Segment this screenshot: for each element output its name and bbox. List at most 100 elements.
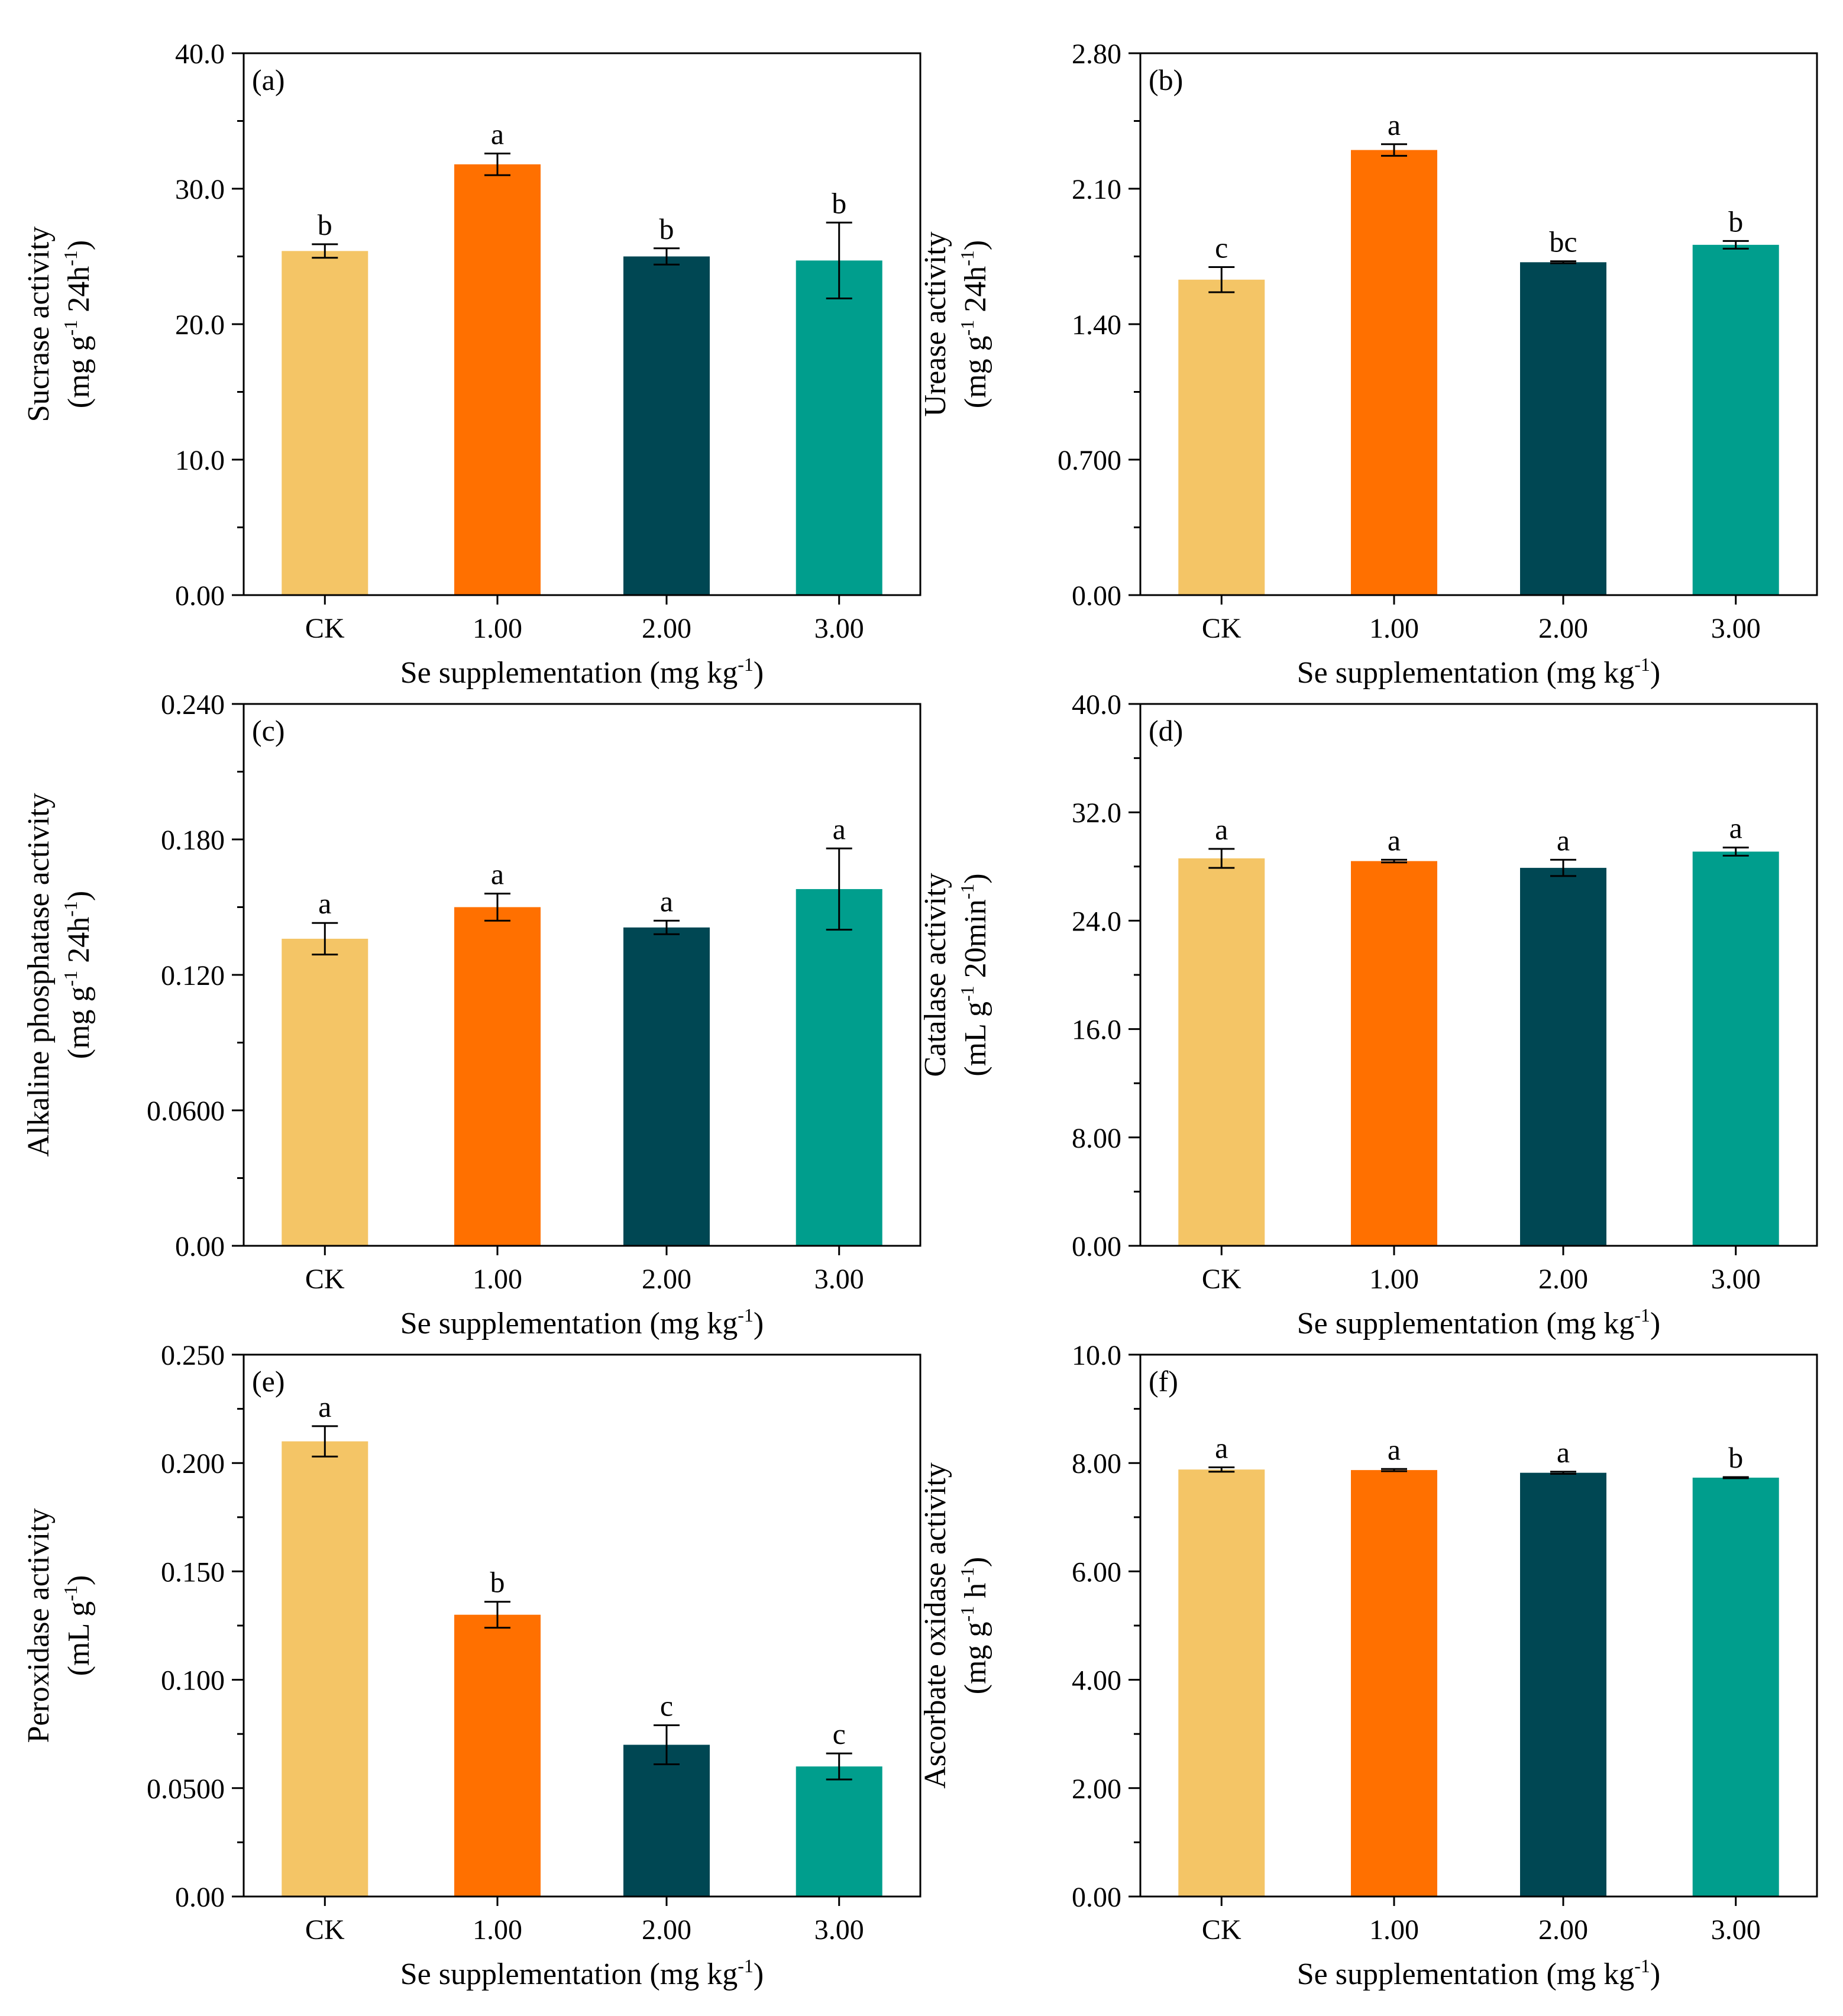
bar [1520, 1472, 1606, 1897]
significance-label: a [318, 887, 331, 920]
y-axis-unit-superscript: -1 [956, 1606, 978, 1622]
chart-panel-4: a CK a 1.00 a 2.00 a 3.00 0.00 8.00 16.0 24.0 32.0 40… [919, 689, 1818, 1340]
panel-label: (c) [252, 714, 285, 747]
y-tick-label: 24.0 [1072, 906, 1121, 937]
significance-label: bc [1549, 225, 1577, 259]
chart-panel-3: a CK a 1.00 a 2.00 a 3.00 0.00 0.0600 0.120 0.180 0.… [22, 689, 922, 1340]
y-tick-label: 10.0 [175, 445, 225, 476]
x-axis-title-text: ) [1650, 1957, 1660, 1991]
bar [796, 1766, 882, 1897]
y-tick-label: 0.00 [1072, 1231, 1121, 1262]
error-bar [1550, 858, 1576, 877]
y-axis-unit-text: 24h [959, 266, 992, 320]
significance-label: a [1557, 1436, 1570, 1469]
x-axis-title-superscript: -1 [1634, 654, 1650, 675]
y-tick-label: 8.00 [1072, 1123, 1121, 1154]
significance-label: b [659, 212, 674, 245]
y-tick-label: 0.0600 [147, 1096, 225, 1127]
significance-label: c [660, 1689, 673, 1723]
y-axis-unit-superscript: -1 [956, 320, 978, 336]
y-tick-label: 0.700 [1058, 445, 1121, 476]
y-axis-title: Peroxidase activity [22, 1508, 56, 1743]
y-axis-unit-superscript: -1 [60, 901, 81, 917]
error-bar [484, 152, 510, 176]
x-tick-label: 3.00 [1711, 1264, 1761, 1295]
y-axis-unit-text: (mg g [959, 335, 992, 408]
x-tick-label: 1.00 [1369, 1914, 1419, 1946]
bar [1178, 1469, 1265, 1897]
y-tick-label: 16.0 [1072, 1015, 1121, 1046]
y-axis-title: Alkaline phosphatase activity [22, 793, 56, 1156]
error-bar [312, 243, 338, 259]
x-axis-title-text: ) [754, 656, 764, 690]
y-tick-label: 0.00 [1072, 1882, 1121, 1913]
y-tick-label: 40.0 [175, 38, 225, 70]
y-axis-unit-superscript: -1 [956, 250, 978, 266]
chart-panel-2: c CK a 1.00 bc 2.00 b 3.00 0.00 0.700 1.40 2.10 2.80… [919, 38, 1818, 690]
y-axis-unit-superscript: -1 [60, 971, 81, 987]
bar [796, 889, 882, 1246]
x-tick-label: 1.00 [473, 613, 522, 644]
y-axis-unit-text: ) [959, 1557, 992, 1567]
panel-label: (e) [252, 1365, 285, 1398]
y-axis-unit-text: 24h [62, 917, 96, 971]
y-tick-label: 0.250 [161, 1340, 225, 1371]
y-tick-label: 2.00 [1072, 1773, 1121, 1805]
x-tick-label: CK [305, 1264, 345, 1295]
bar [454, 907, 541, 1246]
x-axis-title-superscript: -1 [738, 1304, 754, 1326]
x-axis-title: Se supplementation (mg kg-1) [400, 1955, 764, 1991]
significance-label: a [1215, 1432, 1228, 1465]
y-axis-unit-superscript: -1 [956, 986, 978, 1001]
y-tick-label: 0.200 [161, 1448, 225, 1479]
panel-label: (d) [1149, 714, 1183, 747]
x-tick-label: 1.00 [473, 1264, 522, 1295]
panel-label: (f) [1149, 1365, 1178, 1398]
bar [282, 1441, 368, 1897]
x-axis-title: Se supplementation (mg kg-1) [1297, 1955, 1660, 1991]
x-axis-title-text: ) [754, 1307, 764, 1340]
bar [454, 164, 541, 595]
y-axis-unit: (mL g-1) [60, 1575, 96, 1676]
x-axis-title-superscript: -1 [1634, 1955, 1650, 1976]
y-axis-unit-text: (mg g [62, 335, 96, 408]
significance-label: a [1388, 823, 1401, 857]
significance-label: a [491, 858, 504, 891]
error-bar [1722, 847, 1749, 857]
bar [1351, 150, 1437, 596]
chart-panel-5: a CK b 1.00 c 2.00 c 3.00 0.00 0.0500 0.100 0.150 0.… [22, 1340, 922, 1991]
error-bar [654, 247, 680, 266]
y-axis-unit-superscript: -1 [956, 1567, 978, 1583]
y-tick-label: 0.150 [161, 1556, 225, 1588]
x-axis-title-text: ) [754, 1957, 764, 1991]
y-axis-unit: (mg g-1 h-1) [956, 1557, 992, 1694]
x-tick-label: 3.00 [1711, 1914, 1761, 1946]
y-tick-label: 0.180 [161, 825, 225, 856]
bar [1520, 868, 1606, 1246]
y-axis-unit: (mg g-1 24h-1) [956, 240, 992, 408]
error-bar [1722, 240, 1749, 250]
x-tick-label: 1.00 [1369, 1264, 1419, 1295]
x-axis-title-superscript: -1 [738, 1955, 754, 1976]
y-axis-unit: (mg g-1 24h-1) [60, 891, 96, 1059]
y-axis-unit-text: 20min [959, 899, 992, 986]
x-tick-label: 2.00 [1538, 1264, 1588, 1295]
error-bar [1208, 266, 1235, 293]
error-bar [654, 1724, 680, 1765]
x-axis-title-text: Se supplementation (mg kg [400, 1957, 738, 1991]
y-tick-label: 20.0 [175, 309, 225, 341]
bar [454, 1614, 541, 1897]
x-tick-label: 3.00 [814, 1264, 864, 1295]
bar [1692, 1477, 1779, 1897]
x-axis-title-text: ) [1650, 656, 1660, 690]
y-axis-unit-superscript: -1 [60, 1585, 81, 1601]
y-tick-label: 0.00 [175, 1231, 225, 1262]
x-tick-label: 1.00 [473, 1914, 522, 1946]
y-tick-label: 1.40 [1072, 309, 1121, 341]
x-tick-label: 3.00 [814, 613, 864, 644]
y-tick-label: 40.0 [1072, 689, 1121, 721]
x-tick-label: CK [1202, 1914, 1241, 1946]
x-tick-label: 2.00 [642, 1264, 691, 1295]
x-tick-label: 1.00 [1369, 613, 1419, 644]
